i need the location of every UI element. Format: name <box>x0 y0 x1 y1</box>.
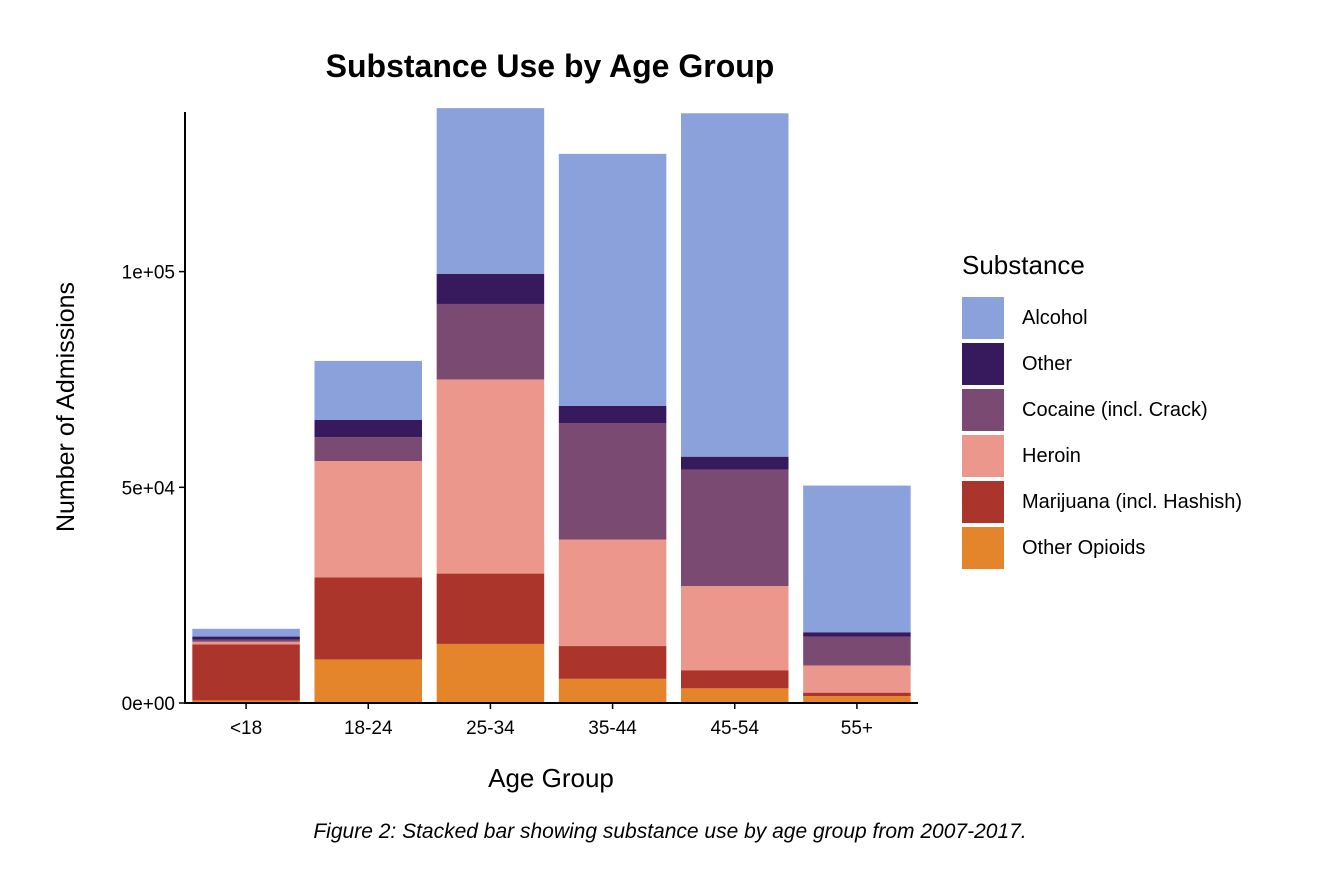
bar-segment-35-44-cocaine-incl-crack- <box>558 423 667 540</box>
bar-segment-25-34-marijuana-incl-hashish- <box>436 573 545 644</box>
bar-segment-<18-other-opioids <box>192 700 300 703</box>
legend-item: Other <box>962 341 1242 387</box>
x-tick-label: <18 <box>230 718 262 739</box>
legend-swatch <box>962 435 1004 477</box>
legend-item: Cocaine (incl. Crack) <box>962 387 1242 433</box>
x-tick-label: 18-24 <box>344 718 393 739</box>
y-tick-label: 5e+04 <box>122 478 176 499</box>
bar-segment-<18-cocaine-incl-crack- <box>192 639 300 642</box>
bar-segment-35-44-marijuana-incl-hashish- <box>558 646 667 679</box>
bar-segment-18-24-alcohol <box>314 360 423 421</box>
y-tick-label: 1e+05 <box>122 263 175 284</box>
bar-segment-25-34-other <box>436 273 545 304</box>
legend-label: Alcohol <box>1022 306 1088 329</box>
legend-swatch <box>962 297 1004 339</box>
bar-segment-35-44-heroin <box>558 539 667 647</box>
bar-segment-25-34-heroin <box>436 379 545 574</box>
chart-title: Substance Use by Age Group <box>325 48 775 84</box>
bar-segment-25-34-alcohol <box>436 108 545 274</box>
bar-segment-45-54-other <box>680 456 789 470</box>
bar-segment-45-54-other-opioids <box>680 688 789 703</box>
bar-segment-55+-heroin <box>803 665 911 693</box>
figure-caption: Figure 2: Stacked bar showing substance … <box>313 820 1027 843</box>
y-tick-label: 0e+00 <box>122 694 175 715</box>
bar-segment-18-24-marijuana-incl-hashish- <box>314 577 423 660</box>
bar-segment-18-24-other-opioids <box>314 659 423 703</box>
bar-segment-45-54-marijuana-incl-hashish- <box>680 670 789 689</box>
bar-segment-25-34-cocaine-incl-crack- <box>436 303 545 380</box>
legend-item: Heroin <box>962 433 1242 479</box>
legend-item: Marijuana (incl. Hashish) <box>962 479 1242 525</box>
bar-segment-55+-other-opioids <box>803 696 911 703</box>
legend-items: Alcohol Other Cocaine (incl. Crack) Heroin M… <box>962 295 1242 571</box>
legend-label: Other Opioids <box>1022 536 1146 559</box>
bar-segment-35-44-other-opioids <box>558 678 667 703</box>
legend-label: Heroin <box>1022 444 1081 467</box>
x-tick-label: 55+ <box>841 718 873 739</box>
bar-segment-45-54-heroin <box>680 586 789 671</box>
legend-swatch <box>962 389 1004 431</box>
legend-swatch <box>962 343 1004 385</box>
bar-segment-55+-marijuana-incl-hashish- <box>803 692 911 697</box>
x-tick-label: 45-54 <box>710 718 759 739</box>
bar-segment-18-24-heroin <box>314 460 423 578</box>
y-axis-label: Number of Admissions <box>52 282 80 532</box>
legend-label: Marijuana (incl. Hashish) <box>1022 490 1243 513</box>
bar-segment-55+-cocaine-incl-crack- <box>803 636 911 666</box>
legend-item: Other Opioids <box>962 525 1242 571</box>
bar-segment-55+-alcohol <box>803 485 911 633</box>
legend-item: Alcohol <box>962 295 1242 341</box>
bar-segment-45-54-alcohol <box>680 113 789 457</box>
legend-label: Cocaine (incl. Crack) <box>1022 398 1208 421</box>
axes: 0e+00 5e+04 1e+05 <18 18-24 25-34 35-44 45-54 55… <box>122 112 918 739</box>
bar-segment-35-44-alcohol <box>558 153 667 406</box>
legend-swatch <box>962 481 1004 523</box>
legend-swatch <box>962 527 1004 569</box>
bar-segment-<18-other <box>192 636 300 640</box>
bar-segment-55+-other <box>803 632 911 637</box>
bar-segment-<18-alcohol <box>192 628 300 637</box>
bar-segment-18-24-cocaine-incl-crack- <box>314 437 423 461</box>
legend-label: Other <box>1022 352 1073 375</box>
bar-segment-<18-heroin <box>192 641 300 645</box>
bar-segment-<18-marijuana-incl-hashish- <box>192 644 300 701</box>
bar-segment-18-24-other <box>314 420 423 438</box>
legend-title: Substance <box>962 250 1085 280</box>
bar-segment-25-34-other-opioids <box>436 643 545 703</box>
bar-segment-45-54-cocaine-incl-crack- <box>680 469 789 587</box>
x-tick-label: 25-34 <box>466 718 515 739</box>
x-axis-label: Age Group <box>488 763 614 793</box>
x-tick-label: 35-44 <box>588 718 637 739</box>
legend: Substance Alcohol Other Cocaine (incl. Cra… <box>962 250 1242 571</box>
bar-segment-35-44-other <box>558 405 667 424</box>
bar-stacks <box>192 108 911 703</box>
